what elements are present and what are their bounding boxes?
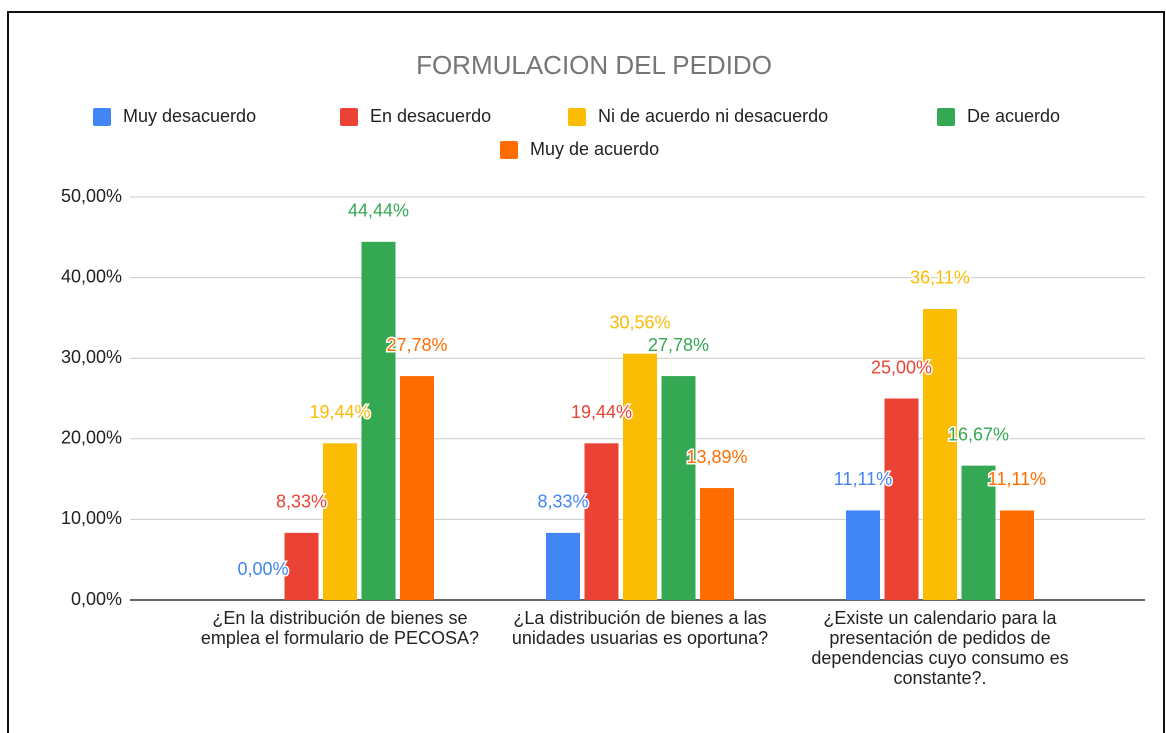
- y-tick-label: 40,00%: [61, 266, 122, 286]
- value-label: 16,67%: [948, 424, 1009, 444]
- bar: [661, 376, 696, 600]
- legend-label: De acuerdo: [967, 106, 1060, 126]
- x-tick-label: ¿Existe un calendario para la presentaci…: [811, 608, 1069, 688]
- chart-title: FORMULACION DEL PEDIDO: [416, 50, 772, 80]
- value-label: 27,78%: [648, 335, 709, 355]
- value-label: 0,00%: [237, 559, 288, 579]
- value-label: 11,11%: [988, 469, 1046, 489]
- value-label: 27,78%: [386, 335, 447, 355]
- legend-label: Muy de acuerdo: [530, 139, 659, 159]
- value-label: 19,44%: [309, 402, 370, 422]
- legend-label: Ni de acuerdo ni desacuerdo: [598, 106, 828, 126]
- y-tick-label: 50,00%: [61, 186, 122, 206]
- bar: [584, 443, 619, 600]
- bar: [400, 376, 434, 600]
- bar: [361, 241, 396, 600]
- frame: [7, 11, 1165, 733]
- bar: [1000, 510, 1034, 600]
- legend-swatch: [937, 108, 955, 126]
- value-label: 30,56%: [609, 312, 670, 332]
- y-tick-label: 10,00%: [61, 508, 122, 528]
- x-tick-label: ¿En la distribución de bienes se emplea …: [200, 608, 480, 648]
- x-tick-label-box: ¿La distribución de bienes a las unidade…: [511, 608, 769, 648]
- bar: [700, 488, 734, 600]
- legend-swatch: [93, 108, 111, 126]
- bar: [846, 510, 880, 600]
- y-tick-label: 20,00%: [61, 428, 122, 448]
- bar: [961, 465, 996, 600]
- bar: [546, 532, 580, 600]
- value-label: 8,33%: [537, 492, 588, 512]
- x-tick-label-box: ¿En la distribución de bienes se emplea …: [200, 608, 480, 648]
- x-tick-label: ¿La distribución de bienes a las unidade…: [511, 608, 769, 648]
- value-label: 25,00%: [871, 357, 932, 377]
- bar: [323, 443, 357, 600]
- legend-swatch: [568, 108, 586, 126]
- bar: [923, 308, 957, 600]
- legend-swatch: [340, 108, 358, 126]
- y-tick-label: 30,00%: [61, 347, 122, 367]
- x-tick-label-box: ¿Existe un calendario para la presentaci…: [811, 608, 1069, 688]
- value-label: 44,44%: [348, 201, 409, 221]
- value-label: 13,89%: [686, 447, 747, 467]
- bar: [884, 398, 919, 600]
- value-label: 36,11%: [910, 268, 970, 288]
- bar: [623, 353, 657, 600]
- bar: [284, 532, 319, 600]
- legend-swatch: [500, 141, 518, 159]
- legend-label: Muy desacuerdo: [123, 106, 256, 126]
- y-tick-label: 0,00%: [71, 589, 122, 609]
- legend-label: En desacuerdo: [370, 106, 491, 126]
- value-label: 8,33%: [276, 492, 327, 512]
- value-label: 19,44%: [571, 402, 632, 422]
- value-label: 11,11%: [834, 469, 892, 489]
